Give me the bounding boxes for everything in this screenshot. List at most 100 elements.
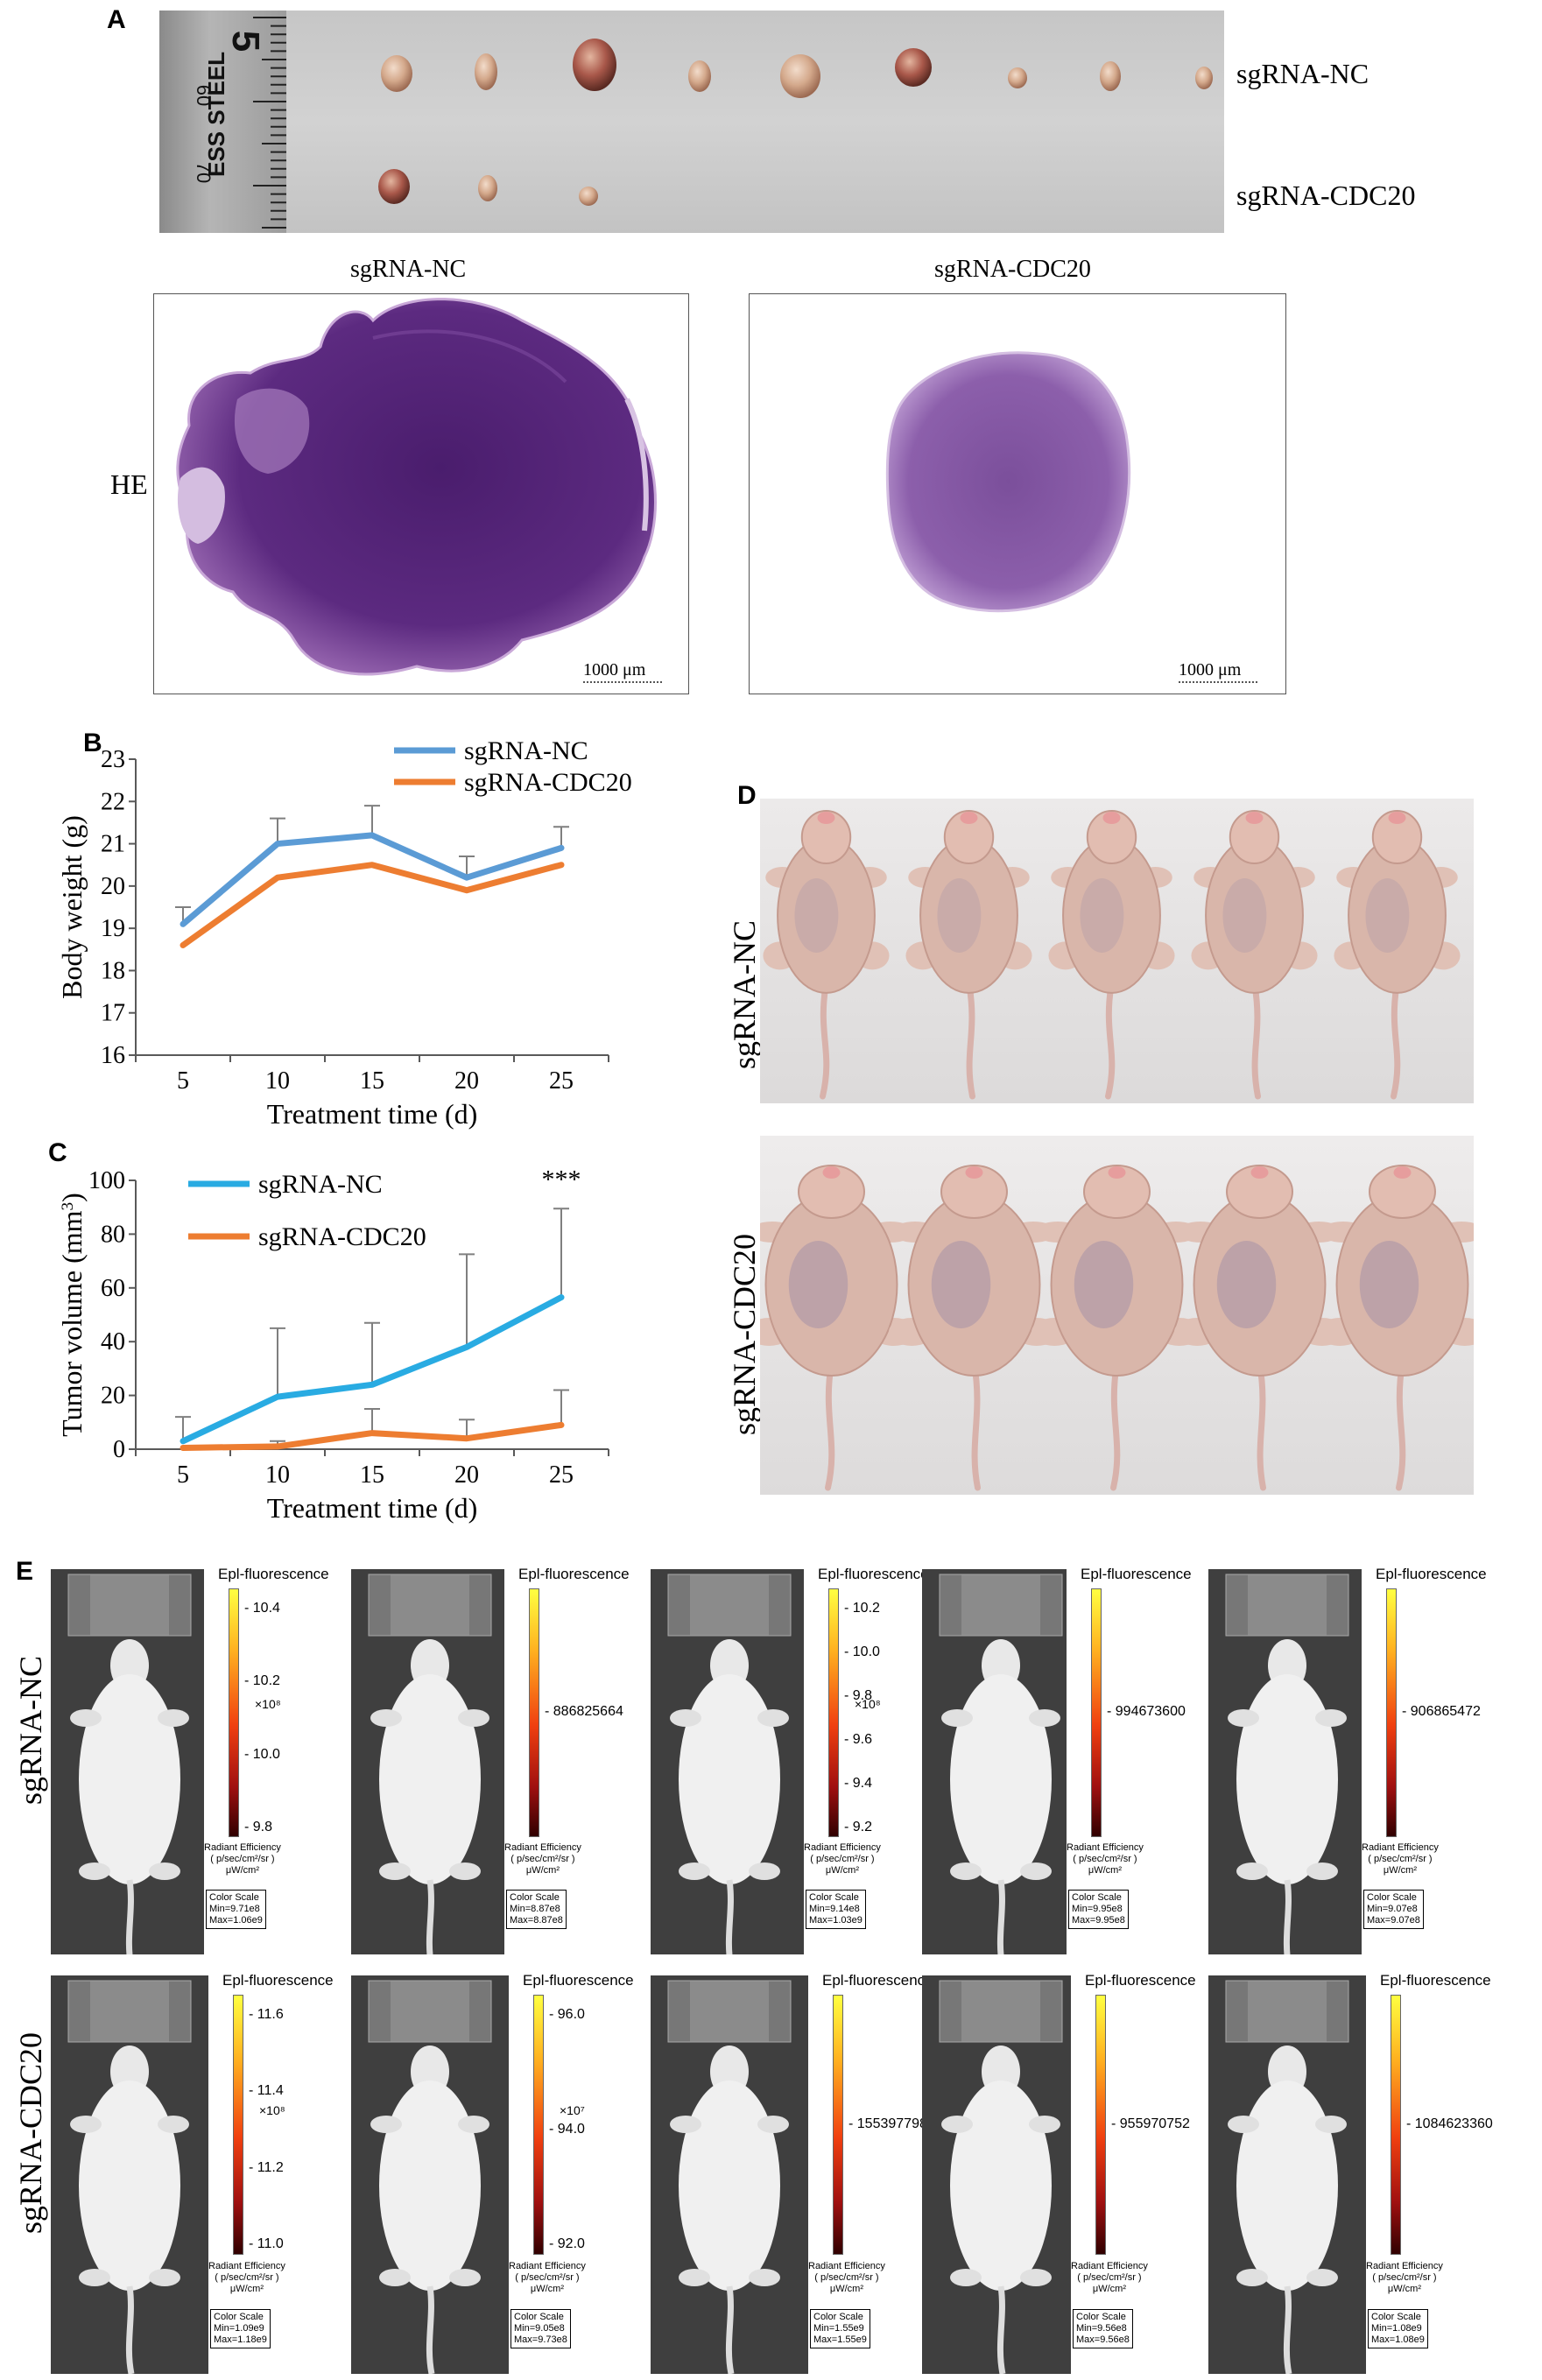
data-point-cdc20 (180, 942, 186, 948)
color-scale-tick: - 994673600 (1107, 1704, 1186, 1719)
color-scale-line-0: Color Scale (214, 2312, 264, 2322)
mouse-head (1369, 1165, 1436, 1219)
fluo-title: Epl-fluorescence (523, 1972, 634, 1989)
he-row-label: HE (110, 468, 148, 500)
color-scale-line-2: Max=1.18e9 (214, 2334, 267, 2345)
y-tick-label: 21 (101, 831, 125, 858)
data-point-nc (559, 845, 564, 851)
color-scale-tick: - 11.4 (249, 2083, 284, 2099)
color-scale-line-2: Max=1.08e9 (1371, 2334, 1425, 2345)
mouse-tail (820, 979, 830, 1100)
units-line-2: ( p/sec/cm²/sr ) (1073, 1854, 1137, 1864)
units-line-2: ( p/sec/cm²/sr ) (510, 1854, 575, 1864)
tumor-nc-7 (1008, 67, 1027, 88)
mouse-nose (1245, 812, 1264, 824)
units-line-1: Radiant Efficiency (1067, 1842, 1144, 1853)
tumor-nc-1 (381, 55, 412, 92)
ivis-mouse-figure (368, 1980, 492, 2374)
color-scale-box: Color Scale Min=9.07e8 Max=9.07e8 (1363, 1890, 1424, 1929)
color-scale-line-2: Max=9.07e8 (1367, 1915, 1420, 1926)
color-scale-tick: - 10.2 (844, 1601, 880, 1616)
color-scale-tick: - 10.4 (244, 1601, 280, 1616)
ivis-mouse-figure (939, 1980, 1063, 2374)
ivis-mouse-figure (1225, 1980, 1349, 2374)
color-scale-bar (1386, 1588, 1397, 1837)
data-point-nc (180, 1438, 186, 1444)
scale-bar-cdc20 (1179, 681, 1257, 683)
fluo-title: Epl-fluorescence (1380, 1972, 1491, 1989)
units-line-3: μW/cm² (1092, 2284, 1126, 2294)
mouse-belly (931, 1241, 991, 1328)
units-line-2: ( p/sec/cm²/sr ) (1368, 1854, 1433, 1864)
data-point-cdc20 (559, 862, 564, 868)
mice-photo-nc (760, 799, 1474, 1103)
data-point-cdc20 (370, 1430, 375, 1436)
color-scale-line-0: Color Scale (209, 1892, 259, 1903)
color-scale-tick: - 96.0 (549, 2007, 585, 2022)
color-scale-line-2: Max=9.56e8 (1076, 2334, 1130, 2345)
ivis-image-nc-3 (651, 1569, 804, 1954)
he-title-nc: sgRNA-NC (350, 256, 467, 283)
ivis-image-nc-2 (351, 1569, 504, 1954)
x-tick-label: 10 (265, 1461, 290, 1489)
ivis-mouse-figure (1225, 1574, 1349, 1954)
units-line-3: μW/cm² (829, 2284, 863, 2294)
units-line-3: μW/cm² (229, 2284, 264, 2294)
units-line-1: Radiant Efficiency (504, 1842, 581, 1853)
mouse-belly (794, 878, 839, 953)
units-line-3: μW/cm² (225, 1865, 259, 1876)
mouse-nose (1388, 812, 1406, 824)
color-scale-exponent: ×10⁷ (560, 2103, 585, 2117)
mouse-nose (1393, 1166, 1412, 1179)
he-image-nc: 1000 μm (153, 293, 689, 694)
fluo-title: Epl-fluorescence (518, 1566, 630, 1582)
mouse-belly (788, 1241, 848, 1328)
ivis-image-nc-5 (1208, 1569, 1362, 1954)
color-scale-line-1: Min=8.87e8 (510, 1904, 560, 1914)
ivis-image-nc-4 (922, 1569, 1067, 1954)
mouse-nose (817, 812, 835, 824)
units-line-1: Radiant Efficiency (204, 1842, 281, 1853)
mouse-tail (1110, 1360, 1121, 1491)
units-line-1: Radiant Efficiency (509, 2261, 586, 2271)
scale-bar-label-nc: 1000 μm (583, 660, 646, 679)
color-scale-tick: - 1084623360 (1406, 2116, 1493, 2131)
color-scale-line-0: Color Scale (813, 2312, 863, 2322)
color-scale-tick: - 955970752 (1111, 2116, 1190, 2131)
units-line-2: ( p/sec/cm²/sr ) (810, 1854, 875, 1864)
mouse-belly (1222, 878, 1267, 953)
ivis-mouse-figure (667, 1574, 792, 1954)
color-scale-tick: - 9.6 (844, 1732, 873, 1747)
color-scale-line-0: Color Scale (1076, 2312, 1126, 2322)
x-tick-label: 5 (177, 1461, 189, 1489)
data-point-cdc20 (275, 1443, 280, 1449)
mouse-head (800, 810, 852, 864)
color-scale-line-0: Color Scale (1367, 1892, 1417, 1903)
he-image-cdc20: 1000 μm (749, 293, 1286, 694)
y-axis-label-end: ) (56, 1193, 88, 1202)
mouse (1032, 1165, 1202, 1491)
units-line-3: μW/cm² (825, 1865, 859, 1876)
y-tick-label: 23 (101, 746, 125, 773)
scale-bar-nc (583, 681, 662, 683)
mouse-tail (966, 979, 975, 1100)
x-tick-label: 15 (360, 1067, 384, 1095)
he-title-cdc20: sgRNA-CDC20 (934, 256, 1091, 283)
color-scale-line-2: Max=1.03e9 (809, 1915, 863, 1926)
data-point-nc (370, 832, 375, 838)
tumor-nc-5 (780, 54, 820, 98)
mouse-nose (1108, 1166, 1126, 1179)
units-line-1: Radiant Efficiency (1366, 2261, 1443, 2271)
units-line-2: ( p/sec/cm²/sr ) (215, 2272, 279, 2283)
y-tick-label: 19 (101, 915, 125, 942)
y-tick-label: 22 (101, 788, 125, 815)
color-scale-box: Color Scale Min=8.87e8 Max=8.87e8 (506, 1890, 567, 1929)
color-scale-line-1: Min=9.05e8 (514, 2323, 565, 2334)
color-scale-bar (529, 1588, 539, 1837)
color-scale-tick: - 10.0 (844, 1644, 880, 1659)
x-tick-label: 10 (265, 1067, 290, 1095)
color-scale-line-0: Color Scale (1072, 1892, 1122, 1903)
color-scale-bar (833, 1995, 843, 2255)
legend-label-nc: sgRNA-NC (258, 1170, 383, 1199)
he-tissue-cdc20 (885, 351, 1131, 613)
